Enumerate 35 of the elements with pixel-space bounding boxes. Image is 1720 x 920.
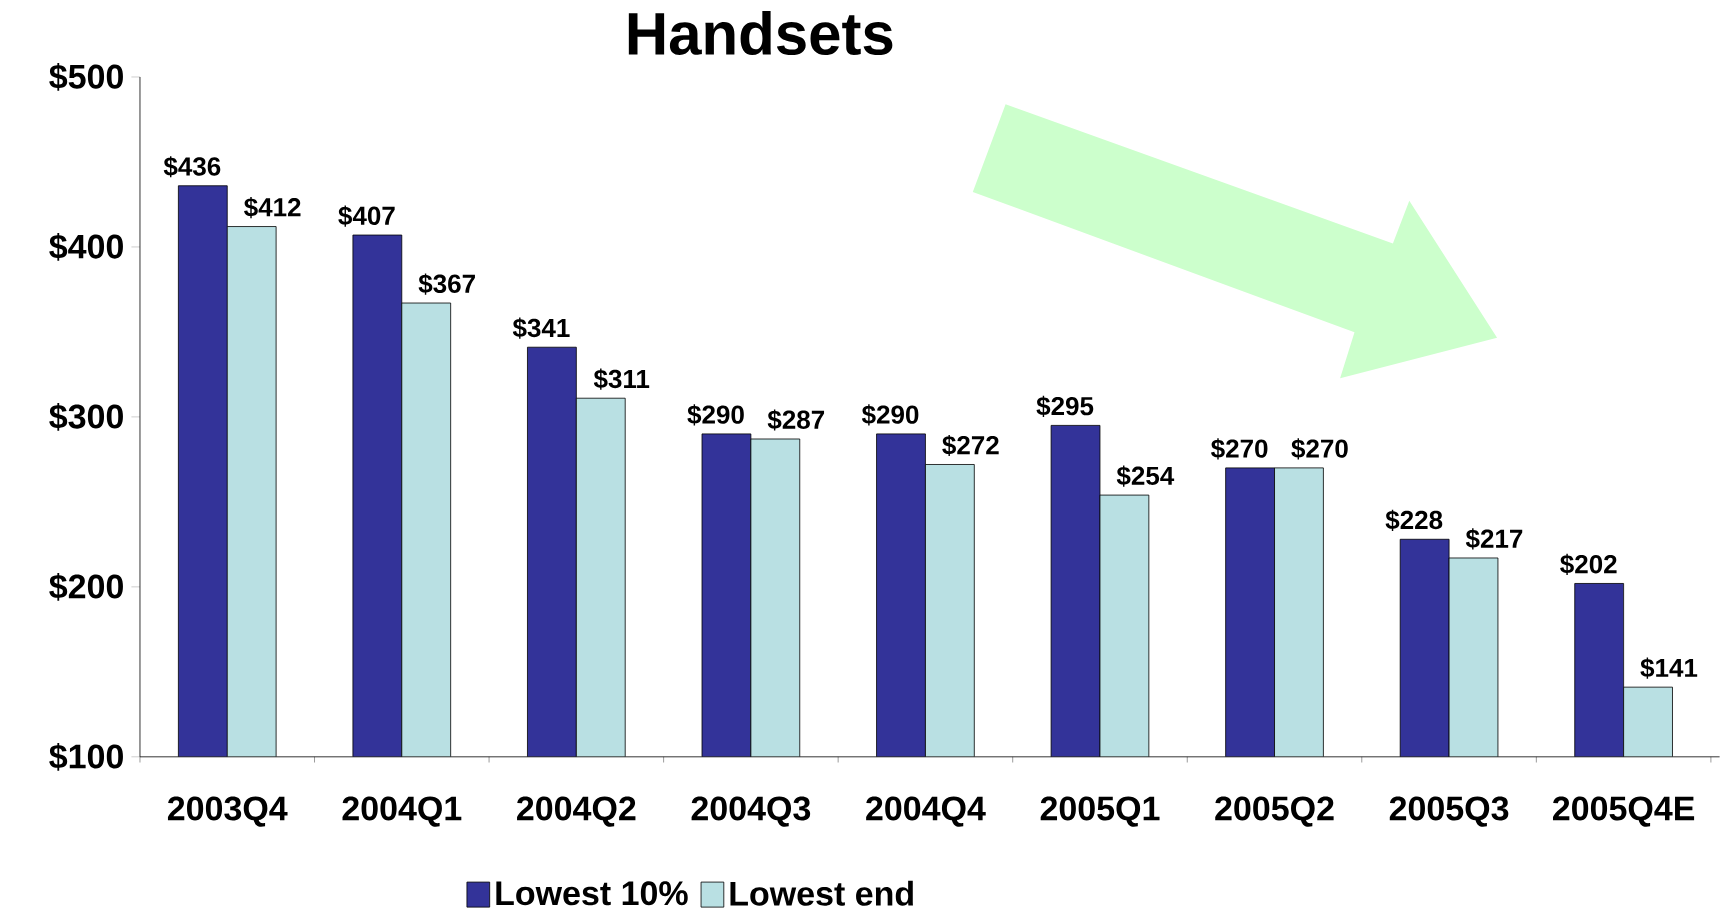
y-tick-label: $400 bbox=[49, 233, 123, 261]
x-tick-label: 2005Q3 bbox=[1389, 796, 1509, 827]
data-label: $341 bbox=[512, 317, 570, 339]
data-label: $367 bbox=[418, 273, 475, 295]
legend-label: Lowest 10% bbox=[496, 881, 688, 906]
data-label: $270 bbox=[1291, 438, 1348, 460]
data-label: $270 bbox=[1211, 438, 1268, 460]
y-tick-label: $300 bbox=[49, 403, 123, 431]
legend-label: Lowest end bbox=[730, 880, 913, 906]
data-label: $228 bbox=[1385, 509, 1443, 531]
x-tick-label: 2003Q4 bbox=[167, 796, 288, 827]
chart-title: Handsets bbox=[628, 11, 893, 56]
y-tick-label: $200 bbox=[49, 573, 123, 601]
data-label: $407 bbox=[338, 205, 395, 227]
y-tick-label: $500 bbox=[49, 63, 123, 91]
x-tick-label: 2005Q4E bbox=[1552, 796, 1695, 827]
x-tick-label: 2004Q3 bbox=[691, 796, 811, 827]
data-label: $290 bbox=[861, 404, 919, 426]
data-label: $217 bbox=[1465, 528, 1523, 550]
x-tick-label: 2005Q2 bbox=[1215, 796, 1334, 827]
x-tick-label: 2004Q2 bbox=[517, 796, 636, 827]
y-tick-label: $100 bbox=[49, 743, 123, 771]
data-label: $141 bbox=[1640, 657, 1698, 679]
x-tick-label: 2004Q1 bbox=[342, 796, 462, 827]
data-label: $412 bbox=[244, 197, 301, 219]
data-label: $202 bbox=[1560, 553, 1617, 576]
data-label: $295 bbox=[1036, 395, 1094, 418]
data-label: $436 bbox=[163, 156, 221, 178]
data-label: $272 bbox=[942, 434, 999, 457]
data-label: $290 bbox=[687, 404, 744, 426]
data-label: $254 bbox=[1116, 465, 1175, 487]
data-label: $311 bbox=[593, 368, 650, 390]
x-tick-label: 2005Q1 bbox=[1040, 796, 1160, 827]
data-label: $287 bbox=[767, 409, 825, 431]
x-tick-label: 2004Q4 bbox=[866, 796, 986, 827]
